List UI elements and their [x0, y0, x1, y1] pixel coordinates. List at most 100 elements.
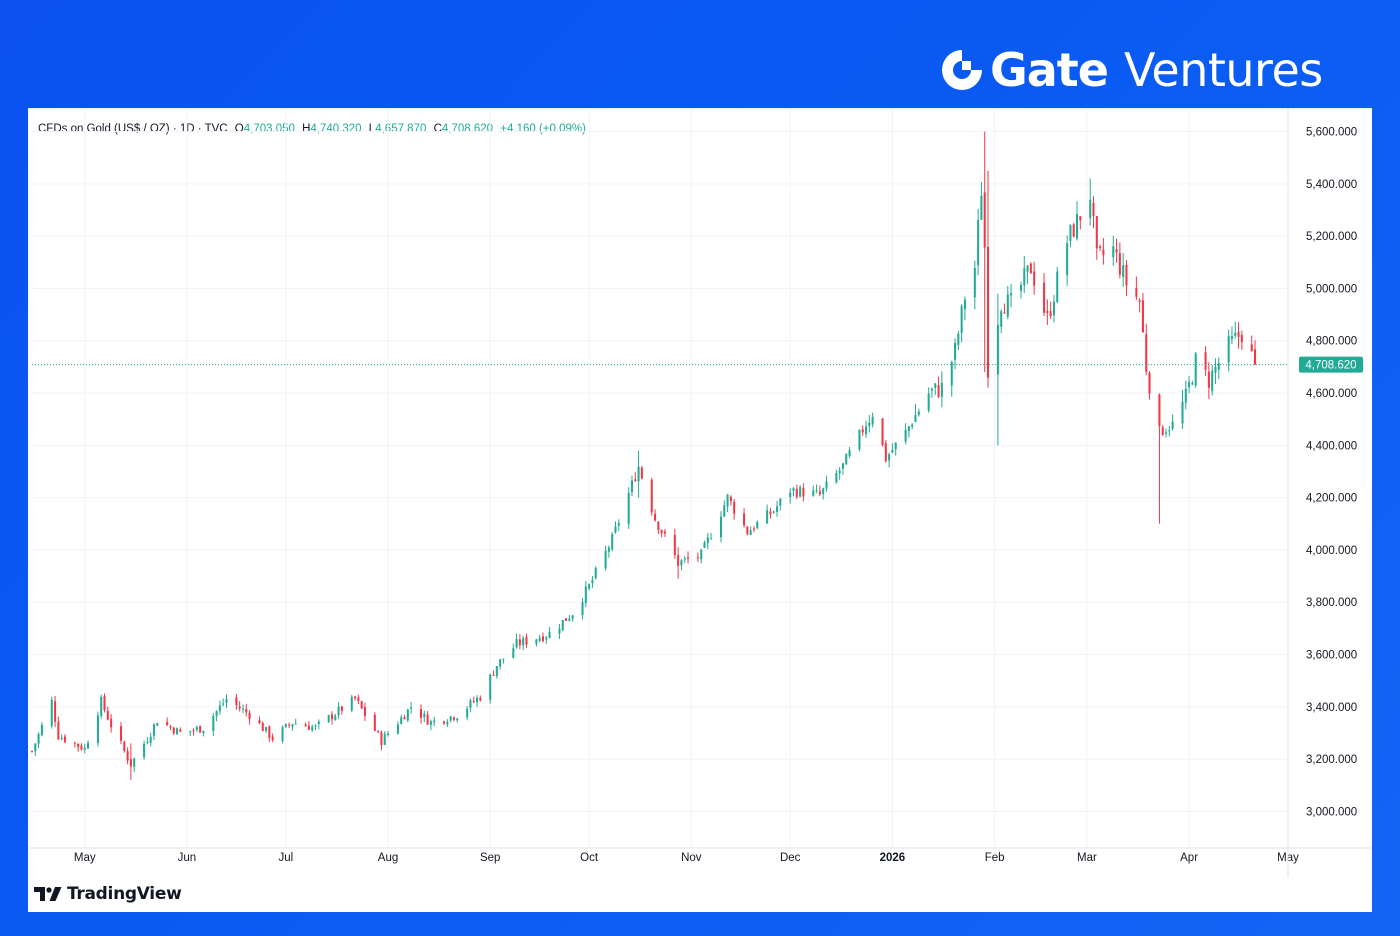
candle-body [330, 714, 334, 720]
candle [977, 208, 980, 276]
tradingview-watermark[interactable]: TradingView [34, 884, 182, 904]
brand-name: Gate [990, 43, 1109, 97]
candle-body [327, 715, 330, 722]
candle [133, 757, 136, 772]
candle-body [561, 619, 564, 631]
candle [1145, 323, 1148, 376]
candle [545, 635, 548, 644]
candle [1122, 252, 1125, 287]
candle-body [1165, 432, 1168, 434]
candle-body [996, 324, 999, 375]
candle [1029, 262, 1032, 274]
candle [1138, 298, 1141, 313]
candle-body [489, 674, 492, 700]
candle [314, 724, 317, 731]
candle-body [1056, 271, 1059, 302]
chart-panel[interactable]: CFDs on Gold (US$ / OZ) · 1D · TVC O4,70… [28, 108, 1372, 912]
candle [1118, 242, 1121, 279]
candle-body [888, 454, 891, 461]
low-label: L [368, 123, 376, 135]
x-tick-label: Feb [985, 852, 1005, 864]
candle [841, 463, 844, 475]
candle-body [212, 715, 215, 732]
candle [1171, 414, 1174, 431]
candle [1148, 371, 1151, 400]
candle [476, 695, 479, 708]
candle-body [357, 697, 360, 701]
candle-body [700, 549, 703, 560]
candle [443, 720, 446, 726]
x-tick-label: Mar [1077, 852, 1097, 864]
y-tick-label: 3,400.000 [1306, 702, 1357, 714]
candle [710, 533, 713, 540]
candle [637, 450, 640, 498]
candle [838, 467, 841, 480]
candle-body [495, 666, 498, 677]
y-tick-label: 5,600.000 [1306, 127, 1357, 139]
candle [1141, 292, 1144, 333]
candle-body [133, 758, 136, 767]
candle-body [1217, 363, 1220, 370]
candle-body [129, 759, 132, 767]
candle-body [743, 513, 746, 526]
candles-group [30, 131, 1257, 781]
candle [222, 698, 225, 707]
candle [304, 722, 307, 727]
candle [963, 296, 966, 321]
candle [571, 614, 574, 622]
candle-body [294, 723, 297, 725]
candle [1240, 330, 1243, 351]
candle [258, 716, 261, 725]
candle [1194, 352, 1197, 388]
candle-body [660, 529, 663, 534]
candle [756, 520, 759, 530]
candle-body [733, 501, 736, 514]
candle-body [166, 722, 169, 726]
candle [1033, 261, 1036, 295]
candle-body [456, 718, 459, 721]
candle-body [169, 726, 172, 728]
candlestick-chart[interactable]: 3,000.000 3,200.000 3,400.000 3,600.000 3,80… [28, 108, 1372, 878]
candle-body [40, 724, 43, 736]
candle-body [218, 705, 221, 712]
candle-body [479, 697, 482, 701]
candle-body [50, 699, 53, 726]
candle-body [1207, 371, 1210, 388]
candle [706, 532, 709, 550]
candle-body [980, 195, 983, 220]
candle [703, 540, 706, 549]
candle-body [756, 521, 759, 529]
candle [423, 710, 426, 723]
candle-body [792, 488, 795, 491]
high-label: H [302, 123, 311, 135]
candle [792, 486, 795, 497]
candle-body [907, 426, 910, 432]
candle [634, 472, 637, 482]
candle [881, 418, 884, 447]
candle [1181, 389, 1184, 429]
candle [492, 670, 495, 676]
candle [772, 510, 775, 514]
last-price-label: 4,708.620 [1305, 360, 1356, 372]
candle-body [119, 726, 123, 741]
candle [541, 632, 544, 643]
candle-body [1099, 246, 1102, 248]
candle-body [307, 725, 310, 730]
candle [106, 706, 109, 721]
candle-body [802, 487, 805, 497]
candle [917, 408, 920, 417]
candle [1237, 322, 1240, 349]
candle [456, 717, 459, 723]
candle-body [350, 696, 353, 711]
candle-body [894, 442, 897, 450]
candle-body [657, 521, 660, 531]
candle-body [614, 526, 617, 533]
candle [143, 740, 146, 760]
candle [100, 694, 103, 719]
candle [607, 545, 610, 558]
candle-body [1234, 332, 1237, 336]
candle [1135, 276, 1138, 300]
candle [34, 743, 37, 756]
candle-body [841, 463, 844, 469]
candle [350, 694, 353, 713]
